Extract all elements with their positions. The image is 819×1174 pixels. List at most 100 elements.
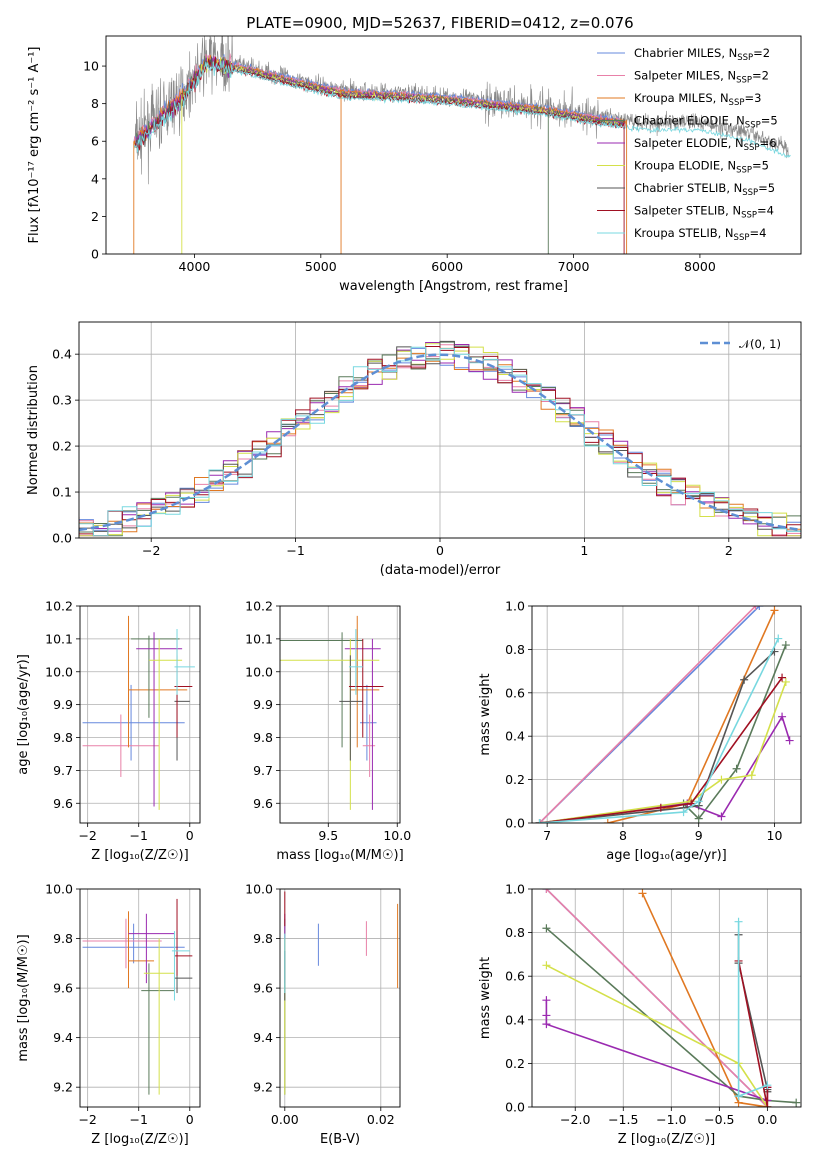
legend-label: Salpeter STELIB, NSSP=4 bbox=[634, 204, 774, 221]
mass-weight-line bbox=[539, 681, 787, 823]
legend-sub: SSP bbox=[736, 76, 752, 86]
legend-sub: SSP bbox=[741, 211, 757, 221]
y-tick-label: 0.0 bbox=[52, 531, 72, 546]
y-tick-label: 0.2 bbox=[505, 772, 525, 787]
mass-weight-marker bbox=[638, 889, 647, 898]
y-tick-label: 8 bbox=[91, 96, 99, 111]
x-tick-label: 2 bbox=[725, 543, 733, 558]
x-tick-label: 9.5 bbox=[318, 828, 338, 843]
mass_ebv-panel: 0.00 0.02 9.2 9.4 9.6 9.8 10.0 E(B-V) bbox=[245, 882, 401, 1147]
x-tick-label: 8 bbox=[619, 828, 627, 843]
x-tick-label: 4000 bbox=[179, 259, 211, 274]
legend-sub: SSP bbox=[745, 121, 761, 131]
legend-text: Salpeter STELIB, N bbox=[634, 204, 741, 218]
y-tick-label: 9.6 bbox=[253, 981, 273, 996]
mass-weight-marker bbox=[542, 1020, 551, 1029]
x-tick-label: 10 bbox=[767, 828, 783, 843]
y-tick-label: 0.2 bbox=[505, 1056, 525, 1071]
mass-weight-marker bbox=[542, 996, 551, 1005]
legend-sub: SSP bbox=[744, 143, 760, 153]
x-tick-label: 8000 bbox=[684, 259, 716, 274]
y-tick-label: 2 bbox=[91, 209, 99, 224]
mass-weight-marker bbox=[781, 677, 790, 686]
legend-suffix: =2 bbox=[753, 46, 770, 60]
x-axis-label: age [log₁₀(age/yr)] bbox=[606, 848, 727, 863]
mass-weight-line bbox=[539, 638, 780, 823]
axes-frame bbox=[279, 888, 401, 1108]
legend-suffix: =4 bbox=[749, 226, 766, 240]
mass-weight-marker bbox=[734, 1092, 743, 1101]
legend-sub: SSP bbox=[742, 188, 758, 198]
mass-weight-line bbox=[641, 893, 768, 1107]
x-tick-label: 0 bbox=[436, 543, 444, 558]
y-tick-label: 0.8 bbox=[505, 925, 525, 940]
y-tick-label: 0.0 bbox=[505, 1100, 525, 1115]
mass-weight-marker bbox=[778, 712, 787, 721]
plot-area bbox=[284, 891, 399, 1095]
x-axis-label: Z [log₁₀(Z/Z☉)] bbox=[91, 848, 188, 863]
axes-frame bbox=[531, 888, 802, 1108]
y-tick-label: 10.0 bbox=[245, 664, 273, 679]
axes-frame bbox=[531, 605, 802, 824]
y-tick-label: 9.2 bbox=[53, 1080, 73, 1095]
weight_age-panel: 7 8 9 10 0.0 0.2 0.4 0.6 0.8 1.0 age [log₁₀(age/yr… bbox=[478, 599, 802, 863]
x-tick-label: −1 bbox=[130, 1112, 148, 1127]
mass-weight-line bbox=[545, 889, 768, 1107]
axes-frame bbox=[105, 35, 802, 255]
legend-label: Salpeter ELODIE, NSSP=6 bbox=[634, 136, 777, 153]
axes-frame bbox=[79, 888, 201, 1108]
y-tick-label: 10.0 bbox=[245, 882, 273, 897]
mass-weight-marker bbox=[717, 775, 726, 784]
y-axis-label: age [log₁₀(age/yr)] bbox=[16, 654, 31, 775]
weight_Z-panel: −2.0 −1.5 −1.0 −0.5 0.0 0.0 0.2 0.4 0.6 0.8 1.0 Z [… bbox=[478, 882, 802, 1147]
mass-weight-marker bbox=[781, 641, 790, 650]
y-tick-label: 10.0 bbox=[45, 664, 73, 679]
x-tick-label: −2 bbox=[78, 1112, 96, 1127]
x-tick-label: 6000 bbox=[431, 259, 463, 274]
axes-frame bbox=[78, 321, 802, 539]
y-tick-label: 9.4 bbox=[253, 1030, 273, 1045]
x-tick-label: −1 bbox=[130, 828, 148, 843]
y-tick-label: 0.2 bbox=[52, 439, 72, 454]
y-tick-label: 0.4 bbox=[52, 347, 72, 362]
legend-label: Chabrier MILES, NSSP=2 bbox=[634, 46, 770, 63]
y-tick-label: 9.8 bbox=[53, 730, 73, 745]
y-tick-label: 10.1 bbox=[245, 631, 273, 646]
y-tick-label: 9.6 bbox=[253, 796, 273, 811]
x-tick-label: 7000 bbox=[558, 259, 590, 274]
y-tick-label: 0.6 bbox=[505, 685, 525, 700]
x-axis-label: mass [log₁₀(M/M☉)] bbox=[276, 848, 403, 863]
legend-text: Chabrier ELODIE, N bbox=[634, 114, 745, 128]
y-tick-label: 4 bbox=[91, 171, 99, 186]
legend-suffix: =4 bbox=[757, 204, 774, 218]
mass-weight-marker bbox=[542, 961, 551, 970]
legend-label: 𝒩(0, 1) bbox=[739, 337, 781, 351]
x-tick-label: −2 bbox=[142, 543, 160, 558]
y-tick-label: 9.6 bbox=[53, 981, 73, 996]
age_mass-panel: 9.5 10.0 9.6 9.7 9.8 9.9 10.0 10.1 10.2 mass [log… bbox=[245, 599, 411, 864]
legend-sub: SSP bbox=[736, 166, 752, 176]
axes-frame bbox=[79, 605, 201, 824]
y-tick-label: 9.7 bbox=[53, 763, 73, 778]
mass-weight-marker bbox=[763, 1103, 772, 1107]
legend-text: Kroupa ELODIE, N bbox=[634, 159, 736, 173]
x-tick-label: 7 bbox=[543, 828, 551, 843]
y-tick-label: 6 bbox=[91, 134, 99, 149]
data-spectrum-line bbox=[134, 36, 789, 185]
legend-sub: SSP bbox=[729, 98, 745, 108]
legend-label: Kroupa ELODIE, NSSP=5 bbox=[634, 159, 769, 176]
residuals-panel: −2 −1 0 1 2 0.0 0.1 0.2 0.3 0.4 (data-model)/error… bbox=[26, 321, 802, 578]
legend-text: Kroupa MILES, N bbox=[634, 91, 729, 105]
x-tick-label: 0 bbox=[186, 828, 194, 843]
y-tick-label: 9.2 bbox=[253, 1080, 273, 1095]
y-tick-label: 9.4 bbox=[53, 1030, 73, 1045]
mass-weight-line bbox=[539, 606, 757, 823]
legend-label: Kroupa STELIB, NSSP=4 bbox=[634, 226, 766, 243]
mass-weight-marker bbox=[679, 808, 688, 817]
x-tick-label: 1 bbox=[580, 543, 588, 558]
plot-area bbox=[280, 615, 384, 810]
mass-weight-marker bbox=[755, 606, 764, 610]
mass-weight-marker bbox=[751, 606, 760, 610]
x-tick-label: −2.0 bbox=[560, 1112, 590, 1127]
